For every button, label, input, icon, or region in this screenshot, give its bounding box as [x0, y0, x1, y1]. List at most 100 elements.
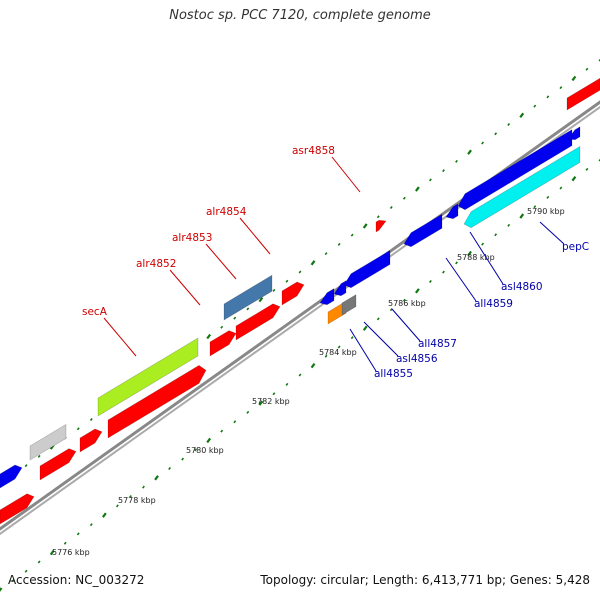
tick-mark — [337, 345, 341, 349]
backbone-line-outer — [0, 100, 600, 531]
gene-feature-alr4853 — [223, 274, 273, 321]
tick-mark — [76, 532, 80, 536]
gene-features — [0, 77, 600, 525]
tick-mark — [89, 523, 93, 527]
tick-mark — [258, 400, 264, 406]
tick-mark — [37, 454, 41, 458]
tick-mark — [533, 104, 537, 108]
tick-mark — [402, 298, 406, 302]
tick-mark — [598, 58, 600, 62]
tick-mark — [362, 223, 368, 229]
tick-mark — [571, 176, 577, 182]
tick-mark — [272, 288, 276, 292]
gene-feature-orange — [327, 300, 347, 325]
gene-feature-all4857 — [343, 249, 391, 289]
gene-feature-darkgray — [341, 294, 357, 316]
tick-mark — [115, 504, 119, 508]
tick-mark — [389, 205, 393, 209]
scale-label: 5790 kbp — [527, 207, 565, 216]
gene-label-all4857: all4857 — [418, 338, 457, 350]
page-title: Nostoc sp. PCC 7120, complete genome — [169, 8, 431, 23]
tick-mark — [246, 410, 250, 414]
leader-line-forward — [239, 217, 271, 255]
label-leader-lines — [103, 156, 565, 372]
gene-feature-alr4852 — [107, 365, 207, 439]
tick-mark — [298, 373, 302, 377]
gene-feature-asl4860 — [445, 203, 459, 220]
gene-feature-asr4858 — [375, 219, 387, 233]
gene-feature-all4859 — [403, 213, 443, 248]
tick-mark — [559, 186, 563, 190]
gene-feature-red-7 — [281, 281, 305, 306]
tick-mark — [63, 541, 67, 545]
tick-mark — [89, 417, 93, 421]
gene-feature-red-2 — [39, 448, 77, 481]
tick-mark — [519, 213, 525, 219]
tick-mark — [442, 270, 445, 274]
tick-mark — [519, 112, 525, 118]
tick-mark — [350, 336, 354, 340]
leader-line-reverse — [349, 328, 377, 372]
scale-label: 5776 kbp — [52, 548, 90, 557]
leader-line-reverse — [391, 308, 421, 342]
scale-label: 5786 kbp — [388, 299, 426, 308]
gene-feature-red-left — [0, 493, 35, 525]
gene-feature-red-top — [566, 77, 600, 111]
genome-backbone — [0, 100, 600, 536]
tick-mark — [442, 169, 445, 173]
gene-feature-blue-tip — [567, 126, 581, 141]
tick-mark — [571, 75, 577, 82]
gene-feature-alr4854 — [235, 303, 281, 341]
tick-mark — [455, 261, 458, 265]
tick-mark — [220, 325, 224, 329]
tick-mark — [11, 579, 15, 583]
gene-feature-gray — [29, 423, 67, 461]
tick-mark — [415, 186, 420, 192]
gene-label-all4855: all4855 — [374, 368, 413, 380]
tick-mark — [49, 549, 55, 556]
tick-mark — [546, 195, 550, 199]
tick-mark — [142, 485, 145, 489]
gene-feature-blue-long — [457, 129, 573, 211]
tick-mark — [206, 437, 212, 444]
tick-mark — [181, 457, 185, 461]
tick-mark — [389, 308, 393, 312]
tick-mark — [455, 159, 458, 163]
scale-label: 5784 kbp — [319, 348, 357, 357]
tick-mark — [24, 464, 28, 468]
tick-mark — [585, 67, 589, 71]
gene-feature-blue-b — [333, 280, 347, 297]
tick-mark — [546, 95, 550, 99]
tick-mark — [467, 250, 472, 257]
gene-label-all4859: all4859 — [474, 298, 513, 310]
tick-mark — [154, 475, 159, 481]
scale-labels: 5776 kbp 5778 kbp 5780 kbp 5782 kbp 5784 kbp… — [52, 207, 565, 557]
tick-mark — [337, 242, 341, 246]
tick-mark — [206, 333, 212, 340]
leader-line-forward — [331, 156, 361, 193]
tick-mark — [285, 279, 289, 283]
leader-line-forward — [169, 269, 201, 306]
tick-mark — [220, 429, 224, 433]
leader-line-forward — [103, 317, 137, 357]
gene-feature-blue-left — [0, 464, 23, 489]
tick-mark — [481, 141, 485, 145]
tick-mark — [101, 512, 107, 518]
tick-mark — [507, 223, 511, 227]
accession-text: Accession: NC_003272 — [8, 573, 145, 587]
gene-label-asl4856: asl4856 — [396, 353, 438, 365]
gene-label-pepc: pepC — [562, 241, 589, 253]
tick-mark — [350, 233, 354, 237]
genome-summary-text: Topology: circular; Length: 6,413,771 bp… — [260, 573, 590, 587]
gene-label-asl4860: asl4860 — [501, 281, 543, 293]
tick-mark — [533, 205, 537, 209]
tick-mark — [324, 354, 328, 358]
tick-mark — [233, 420, 237, 424]
gene-label-seca: secA — [82, 306, 108, 318]
scale-label: 5788 kbp — [457, 253, 495, 262]
tick-mark — [376, 317, 380, 321]
leader-line-reverse — [469, 231, 504, 285]
tick-mark — [298, 270, 302, 274]
scale-label: 5780 kbp — [186, 446, 224, 455]
tick-mark — [598, 158, 600, 162]
